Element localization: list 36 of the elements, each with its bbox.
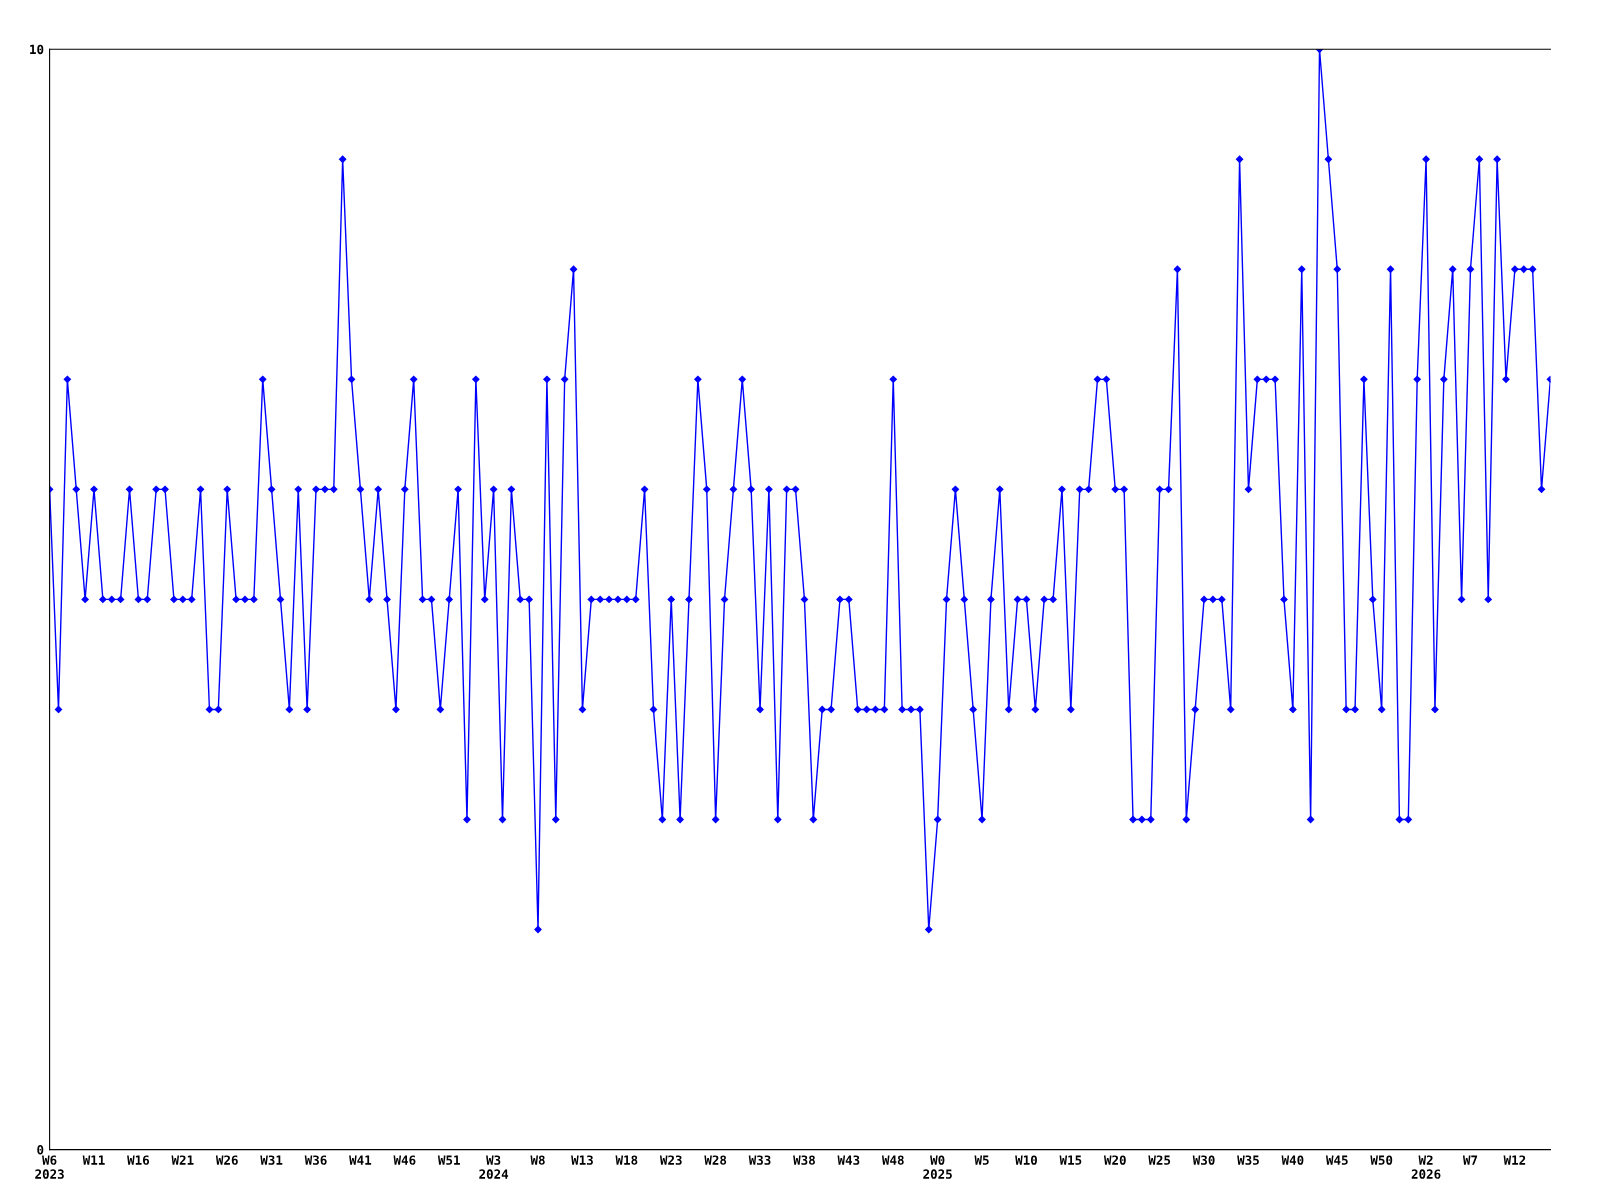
x-tick-label: W23 xyxy=(659,1155,682,1165)
x-tick-label: W36 xyxy=(304,1155,327,1165)
x-tick-label: W10 xyxy=(1015,1155,1037,1165)
x-tick-label: W26 xyxy=(215,1155,238,1165)
x-tick-label: W38 xyxy=(793,1155,815,1165)
x-tick-label: W45 xyxy=(1325,1155,1348,1165)
x-tick-label: W18 xyxy=(615,1155,638,1165)
x-tick-label: W28 xyxy=(704,1155,727,1165)
x-tick-label: W30 xyxy=(1192,1155,1215,1165)
x-tick-label: W43 xyxy=(837,1155,860,1165)
x-tick-label: W50 xyxy=(1370,1155,1393,1165)
x-tick-label: W3 2024 xyxy=(479,1155,509,1179)
x-tick-label: W0 2025 xyxy=(923,1155,952,1179)
x-tick-label: W25 xyxy=(1148,1155,1171,1165)
x-tick-label: W51 xyxy=(437,1155,460,1165)
y-tick-label: 0 xyxy=(37,1145,44,1155)
x-tick-label: W16 xyxy=(127,1155,150,1165)
x-tick-label: W8 xyxy=(530,1155,545,1165)
x-tick-label: W21 xyxy=(171,1155,194,1165)
x-tick-label: W15 xyxy=(1059,1155,1082,1165)
x-tick-label: W2 2026 xyxy=(1411,1155,1441,1179)
x-tick-label: W11 xyxy=(82,1155,105,1165)
x-tick-label: W33 xyxy=(748,1155,771,1165)
x-tick-label: W35 xyxy=(1237,1155,1259,1165)
x-tick-label: W40 xyxy=(1281,1155,1304,1165)
x-tick-label: W31 xyxy=(260,1155,283,1165)
x-tick-label: W7 xyxy=(1462,1155,1478,1165)
x-tick-label: W5 xyxy=(974,1155,989,1165)
x-tick-label: W12 xyxy=(1503,1155,1526,1165)
x-tick-label: W46 xyxy=(393,1155,416,1165)
x-tick-label: W48 xyxy=(881,1155,904,1165)
x-tick-label: W41 xyxy=(349,1155,372,1165)
y-tick-label: 10 xyxy=(30,44,44,55)
x-tick-label: W6 2023 xyxy=(35,1155,64,1179)
x-tick-label: W20 xyxy=(1103,1155,1126,1165)
x-tick-label: W13 xyxy=(571,1155,593,1165)
